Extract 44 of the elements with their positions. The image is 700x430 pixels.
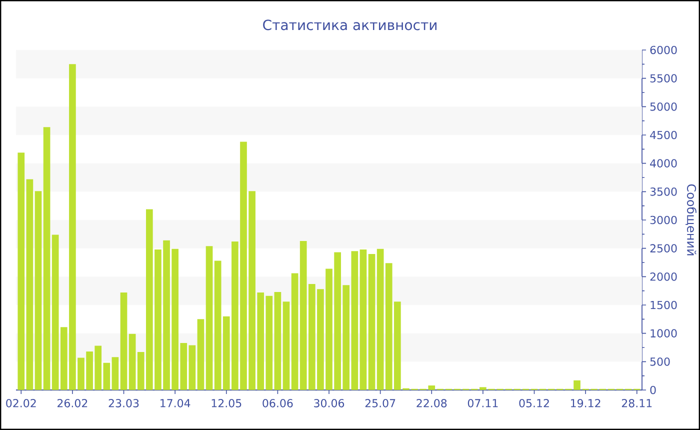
y-tick-label: 3500 [650, 188, 677, 196]
bar [34, 191, 42, 390]
y-tick-label: 5500 [650, 74, 677, 82]
x-tick-label: 19.12 [571, 399, 600, 408]
x-tick-label: 02.02 [6, 399, 36, 408]
bar [376, 248, 384, 390]
x-tick-label: 30.06 [314, 399, 344, 408]
y-tick-label: 5000 [650, 102, 677, 111]
y-tick-label: 0 [650, 386, 656, 394]
bar [274, 292, 282, 390]
bar [26, 179, 34, 390]
bar [112, 357, 119, 390]
x-tick-label: 28.11 [622, 399, 652, 408]
bar [18, 152, 25, 390]
x-tick-label: 12.05 [212, 399, 242, 408]
y-tick-label: 6000 [650, 46, 677, 54]
y-axis-title: Сообщений [686, 184, 696, 256]
bar [368, 254, 376, 390]
bar [360, 249, 367, 390]
x-tick-label: 23.03 [108, 399, 139, 408]
x-tick-label: 05.12 [519, 399, 549, 408]
y-tick-label: 4000 [650, 159, 677, 168]
x-tick-label: 25.07 [365, 399, 396, 408]
x-tick-label: 06.06 [262, 399, 293, 408]
y-tick-label: 2000 [650, 272, 677, 281]
bar [197, 319, 204, 390]
y-tick-label: 500 [650, 358, 670, 366]
bar [120, 292, 128, 390]
x-tick-label: 22.08 [416, 399, 447, 408]
bar [291, 273, 298, 390]
x-tick-label: 26.02 [58, 399, 88, 408]
bar [206, 246, 213, 390]
bar [282, 302, 290, 390]
x-tick-label: 17.04 [160, 399, 190, 408]
bar [128, 334, 136, 390]
bar [188, 345, 196, 390]
x-tick-label: 07.11 [468, 399, 498, 408]
y-tick-label: 2500 [650, 244, 677, 252]
bar [43, 127, 50, 390]
chart-title: Статистика активности [263, 20, 436, 30]
y-tick-label: 1500 [650, 300, 677, 310]
y-tick-label: 1000 [650, 329, 677, 338]
y-tick-label: 4500 [650, 130, 677, 140]
y-tick-label: 3000 [650, 216, 677, 224]
